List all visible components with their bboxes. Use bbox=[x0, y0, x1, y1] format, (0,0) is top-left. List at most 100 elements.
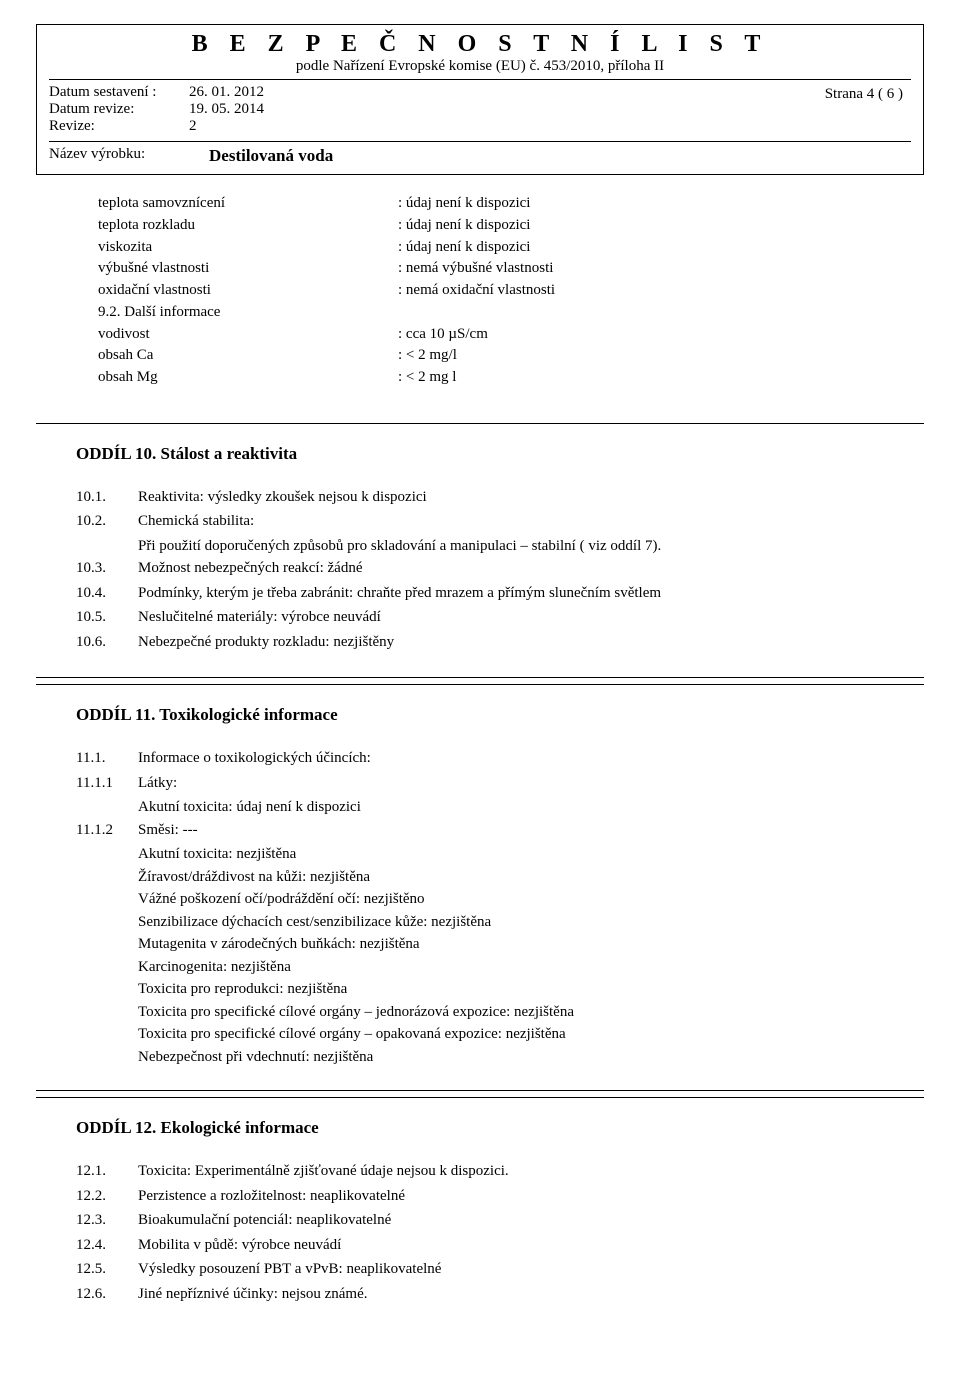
sec10-item: 10.1.Reaktivita: výsledky zkoušek nejsou… bbox=[76, 486, 900, 509]
property-key: oxidační vlastnosti bbox=[98, 280, 398, 302]
revision-label: Revize: bbox=[49, 118, 189, 135]
sec11-line: Nebezpečnost při vdechnutí: nezjištěna bbox=[76, 1046, 900, 1069]
section-11: ODDÍL 11. Toxikologické informace 11.1. … bbox=[36, 684, 924, 1091]
sec12-num: 12.1. bbox=[76, 1160, 138, 1183]
property-row: obsah Ca: < 2 mg/l bbox=[98, 345, 900, 367]
sec11-text: Látky: bbox=[138, 772, 900, 795]
property-key: vodivost bbox=[98, 324, 398, 346]
sec10-text: Možnost nebezpečných reakcí: žádné bbox=[138, 557, 900, 580]
sec11-line: Akutní toxicita: nezjištěna bbox=[76, 843, 900, 866]
property-row: teplota rozkladu: údaj není k dispozici bbox=[98, 215, 900, 237]
section-12-heading: ODDÍL 12. Ekologické informace bbox=[76, 1118, 900, 1138]
sec11-num: 11.1. bbox=[76, 747, 138, 770]
revision-date-value: 19. 05. 2014 bbox=[189, 101, 264, 118]
sec12-text: Bioakumulační potenciál: neaplikovatelné bbox=[138, 1209, 900, 1232]
sec11-line: Žíravost/dráždivost na kůži: nezjištěna bbox=[76, 866, 900, 889]
sec12-item: 12.5.Výsledky posouzení PBT a vPvB: neap… bbox=[76, 1258, 900, 1281]
sec11-text: Směsi: --- bbox=[138, 819, 900, 842]
sec12-item: 12.6.Jiné nepříznivé účinky: nejsou znám… bbox=[76, 1283, 900, 1306]
sec11-item: 11.1.2 Směsi: --- bbox=[76, 819, 900, 842]
sec12-item: 12.3.Bioakumulační potenciál: neaplikova… bbox=[76, 1209, 900, 1232]
property-key: viskozita bbox=[98, 237, 398, 259]
sec11-line: Toxicita pro specifické cílové orgány – … bbox=[76, 1023, 900, 1046]
sec12-num: 12.4. bbox=[76, 1234, 138, 1257]
sec10-num: 10.4. bbox=[76, 582, 138, 605]
sec10-num: 10.2. bbox=[76, 510, 138, 533]
page-number: Strana 4 ( 6 ) bbox=[825, 84, 911, 103]
sec10-text: Reaktivita: výsledky zkoušek nejsou k di… bbox=[138, 486, 900, 509]
property-row: 9.2. Další informace bbox=[98, 302, 900, 324]
section-11-heading: ODDÍL 11. Toxikologické informace bbox=[76, 705, 900, 725]
product-name-row: Název výrobku: Destilovaná voda bbox=[49, 141, 911, 166]
sec10-text: Neslučitelné materiály: výrobce neuvádí bbox=[138, 606, 900, 629]
doc-subtitle: podle Nařízení Evropské komise (EU) č. 4… bbox=[49, 58, 911, 80]
sec10-text: Nebezpečné produkty rozkladu: nezjištěny bbox=[138, 631, 900, 654]
property-value: : údaj není k dispozici bbox=[398, 193, 530, 215]
property-value: : údaj není k dispozici bbox=[398, 237, 530, 259]
sec11-num: 11.1.1 bbox=[76, 772, 138, 795]
sec11-subline: Akutní toxicita: údaj není k dispozici bbox=[76, 796, 900, 819]
sec10-item: 10.4.Podmínky, kterým je třeba zabránit:… bbox=[76, 582, 900, 605]
section-12-body: 12.1.Toxicita: Experimentálně zjišťované… bbox=[76, 1160, 900, 1305]
document-header: B E Z P E Č N O S T N Í L I S T podle Na… bbox=[36, 24, 924, 175]
product-name-value: Destilovaná voda bbox=[209, 146, 333, 166]
section-10: ODDÍL 10. Stálost a reaktivita 10.1.Reak… bbox=[36, 423, 924, 679]
sec12-text: Perzistence a rozložitelnost: neaplikova… bbox=[138, 1185, 900, 1208]
sec12-num: 12.2. bbox=[76, 1185, 138, 1208]
property-value: : < 2 mg l bbox=[398, 367, 456, 389]
sec12-item: 12.4.Mobilita v půdě: výrobce neuvádí bbox=[76, 1234, 900, 1257]
property-value: : údaj není k dispozici bbox=[398, 215, 530, 237]
header-top: B E Z P E Č N O S T N Í L I S T podle Na… bbox=[49, 31, 911, 80]
sec11-line: Mutagenita v zárodečných buňkách: nezjiš… bbox=[76, 933, 900, 956]
sec10-item: 10.5.Neslučitelné materiály: výrobce neu… bbox=[76, 606, 900, 629]
compiled-date-value: 26. 01. 2012 bbox=[189, 84, 264, 101]
property-key: 9.2. Další informace bbox=[98, 302, 398, 324]
sec12-num: 12.5. bbox=[76, 1258, 138, 1281]
sec12-item: 12.1.Toxicita: Experimentálně zjišťované… bbox=[76, 1160, 900, 1183]
sec10-num: 10.6. bbox=[76, 631, 138, 654]
sec12-item: 12.2.Perzistence a rozložitelnost: neapl… bbox=[76, 1185, 900, 1208]
sec10-num: 10.5. bbox=[76, 606, 138, 629]
sec10-item: 10.2.Chemická stabilita: bbox=[76, 510, 900, 533]
property-row: oxidační vlastnosti: nemá oxidační vlast… bbox=[98, 280, 900, 302]
sec12-text: Výsledky posouzení PBT a vPvB: neaplikov… bbox=[138, 1258, 900, 1281]
sec11-item: 11.1.1 Látky: bbox=[76, 772, 900, 795]
property-row: viskozita: údaj není k dispozici bbox=[98, 237, 900, 259]
sec10-num: 10.3. bbox=[76, 557, 138, 580]
property-key: teplota rozkladu bbox=[98, 215, 398, 237]
property-key: teplota samovznícení bbox=[98, 193, 398, 215]
property-value: : nemá výbušné vlastnosti bbox=[398, 258, 553, 280]
header-fields: Datum sestavení : 26. 01. 2012 Datum rev… bbox=[49, 84, 911, 135]
sec10-num: 10.1. bbox=[76, 486, 138, 509]
section-10-heading: ODDÍL 10. Stálost a reaktivita bbox=[76, 444, 900, 464]
property-row: obsah Mg: < 2 mg l bbox=[98, 367, 900, 389]
sec11-item: 11.1. Informace o toxikologických účincí… bbox=[76, 747, 900, 770]
sec10-text: Podmínky, kterým je třeba zabránit: chra… bbox=[138, 582, 900, 605]
section-10-body: 10.1.Reaktivita: výsledky zkoušek nejsou… bbox=[76, 486, 900, 654]
product-name-label: Název výrobku: bbox=[49, 146, 209, 166]
doc-title: B E Z P E Č N O S T N Í L I S T bbox=[49, 31, 911, 58]
sec11-line: Karcinogenita: nezjištěna bbox=[76, 956, 900, 979]
sec12-text: Mobilita v půdě: výrobce neuvádí bbox=[138, 1234, 900, 1257]
revision-date-label: Datum revize: bbox=[49, 101, 189, 118]
property-value: : < 2 mg/l bbox=[398, 345, 457, 367]
properties-block: teplota samovznícení: údaj není k dispoz… bbox=[36, 193, 924, 389]
property-row: teplota samovznícení: údaj není k dispoz… bbox=[98, 193, 900, 215]
property-key: obsah Ca bbox=[98, 345, 398, 367]
sec11-text: Informace o toxikologických účincích: bbox=[138, 747, 900, 770]
sec10-text: Chemická stabilita: bbox=[138, 510, 900, 533]
property-key: obsah Mg bbox=[98, 367, 398, 389]
property-row: výbušné vlastnosti: nemá výbušné vlastno… bbox=[98, 258, 900, 280]
sec11-line: Toxicita pro specifické cílové orgány – … bbox=[76, 1001, 900, 1024]
sec10-subline: Při použití doporučených způsobů pro skl… bbox=[76, 535, 900, 558]
sec10-item: 10.3.Možnost nebezpečných reakcí: žádné bbox=[76, 557, 900, 580]
sec11-num: 11.1.2 bbox=[76, 819, 138, 842]
header-left: Datum sestavení : 26. 01. 2012 Datum rev… bbox=[49, 84, 264, 135]
sec11-line: Vážné poškození očí/podráždění očí: nezj… bbox=[76, 888, 900, 911]
revision-value: 2 bbox=[189, 118, 197, 135]
section-11-lines: Akutní toxicita: nezjištěnaŽíravost/dráž… bbox=[76, 843, 900, 1068]
property-row: vodivost: cca 10 µS/cm bbox=[98, 324, 900, 346]
sec12-num: 12.3. bbox=[76, 1209, 138, 1232]
property-value: : nemá oxidační vlastnosti bbox=[398, 280, 555, 302]
sec12-num: 12.6. bbox=[76, 1283, 138, 1306]
